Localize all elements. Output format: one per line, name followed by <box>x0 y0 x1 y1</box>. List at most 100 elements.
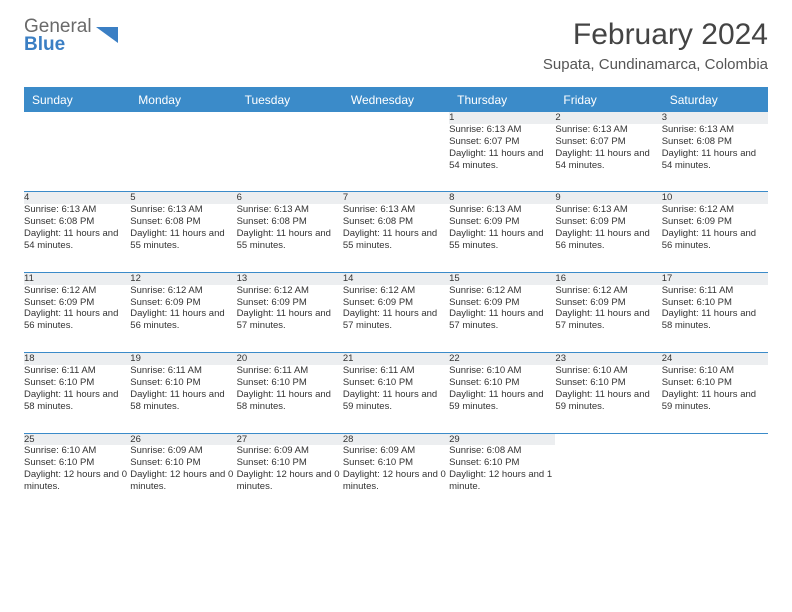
sunrise-text: Sunrise: 6:11 AM <box>130 365 236 377</box>
day-number-cell: 26 <box>130 433 236 445</box>
day-number-cell: 22 <box>449 353 555 365</box>
sunset-text: Sunset: 6:10 PM <box>449 457 555 469</box>
daylight-text: Daylight: 11 hours and 58 minutes. <box>237 389 343 413</box>
brand-line2: Blue <box>24 36 92 54</box>
day-number-cell <box>237 112 343 124</box>
daylight-text: Daylight: 11 hours and 58 minutes. <box>662 308 768 332</box>
day-content-cell: Sunrise: 6:12 AMSunset: 6:09 PMDaylight:… <box>555 285 661 353</box>
day-number-cell: 11 <box>24 272 130 284</box>
daylight-text: Daylight: 11 hours and 55 minutes. <box>343 228 449 252</box>
sunrise-text: Sunrise: 6:12 AM <box>237 285 343 297</box>
sunset-text: Sunset: 6:09 PM <box>449 216 555 228</box>
sunset-text: Sunset: 6:08 PM <box>130 216 236 228</box>
sunrise-text: Sunrise: 6:10 AM <box>449 365 555 377</box>
sunset-text: Sunset: 6:09 PM <box>555 216 661 228</box>
brand-logo: General Blue <box>24 18 120 54</box>
daylight-text: Daylight: 11 hours and 57 minutes. <box>555 308 661 332</box>
sunset-text: Sunset: 6:09 PM <box>662 216 768 228</box>
sunrise-text: Sunrise: 6:10 AM <box>662 365 768 377</box>
sunrise-text: Sunrise: 6:11 AM <box>24 365 130 377</box>
weekday-header: Friday <box>555 88 661 112</box>
day-number-cell: 5 <box>130 192 236 204</box>
day-content-cell: Sunrise: 6:13 AMSunset: 6:08 PMDaylight:… <box>237 204 343 272</box>
sunrise-text: Sunrise: 6:12 AM <box>24 285 130 297</box>
weekday-header: Thursday <box>449 88 555 112</box>
day-content-cell: Sunrise: 6:11 AMSunset: 6:10 PMDaylight:… <box>237 365 343 433</box>
sunset-text: Sunset: 6:10 PM <box>555 377 661 389</box>
daylight-text: Daylight: 11 hours and 54 minutes. <box>662 148 768 172</box>
day-number-cell: 12 <box>130 272 236 284</box>
sunrise-text: Sunrise: 6:13 AM <box>449 204 555 216</box>
day-number-cell: 9 <box>555 192 661 204</box>
daylight-text: Daylight: 11 hours and 56 minutes. <box>24 308 130 332</box>
sunrise-text: Sunrise: 6:08 AM <box>449 445 555 457</box>
sunset-text: Sunset: 6:10 PM <box>24 377 130 389</box>
sunset-text: Sunset: 6:08 PM <box>237 216 343 228</box>
sunrise-text: Sunrise: 6:12 AM <box>662 204 768 216</box>
day-content-cell: Sunrise: 6:11 AMSunset: 6:10 PMDaylight:… <box>130 365 236 433</box>
daylight-text: Daylight: 12 hours and 0 minutes. <box>130 469 236 493</box>
month-title: February 2024 <box>543 18 768 52</box>
sunset-text: Sunset: 6:10 PM <box>662 297 768 309</box>
content-row: Sunrise: 6:13 AMSunset: 6:08 PMDaylight:… <box>24 204 768 272</box>
content-row: Sunrise: 6:13 AMSunset: 6:07 PMDaylight:… <box>24 124 768 192</box>
day-content-cell: Sunrise: 6:10 AMSunset: 6:10 PMDaylight:… <box>24 445 130 513</box>
daynum-row: 123 <box>24 112 768 124</box>
weekday-header-row: Sunday Monday Tuesday Wednesday Thursday… <box>24 88 768 112</box>
sunrise-text: Sunrise: 6:13 AM <box>343 204 449 216</box>
day-number-cell: 2 <box>555 112 661 124</box>
day-content-cell: Sunrise: 6:12 AMSunset: 6:09 PMDaylight:… <box>343 285 449 353</box>
day-number-cell: 16 <box>555 272 661 284</box>
content-row: Sunrise: 6:10 AMSunset: 6:10 PMDaylight:… <box>24 445 768 513</box>
day-number-cell: 10 <box>662 192 768 204</box>
sunrise-text: Sunrise: 6:11 AM <box>343 365 449 377</box>
day-number-cell: 6 <box>237 192 343 204</box>
day-number-cell <box>555 433 661 445</box>
daylight-text: Daylight: 11 hours and 56 minutes. <box>555 228 661 252</box>
day-content-cell <box>555 445 661 513</box>
day-number-cell: 8 <box>449 192 555 204</box>
daylight-text: Daylight: 12 hours and 0 minutes. <box>24 469 130 493</box>
sunset-text: Sunset: 6:10 PM <box>237 377 343 389</box>
day-number-cell: 21 <box>343 353 449 365</box>
day-content-cell: Sunrise: 6:12 AMSunset: 6:09 PMDaylight:… <box>130 285 236 353</box>
daynum-row: 18192021222324 <box>24 353 768 365</box>
sunrise-text: Sunrise: 6:13 AM <box>449 124 555 136</box>
daylight-text: Daylight: 11 hours and 57 minutes. <box>237 308 343 332</box>
sunset-text: Sunset: 6:09 PM <box>24 297 130 309</box>
sunrise-text: Sunrise: 6:13 AM <box>555 204 661 216</box>
weekday-header: Wednesday <box>343 88 449 112</box>
daynum-row: 2526272829 <box>24 433 768 445</box>
day-content-cell: Sunrise: 6:09 AMSunset: 6:10 PMDaylight:… <box>343 445 449 513</box>
day-number-cell: 28 <box>343 433 449 445</box>
sunset-text: Sunset: 6:09 PM <box>343 297 449 309</box>
day-number-cell: 19 <box>130 353 236 365</box>
daylight-text: Daylight: 12 hours and 0 minutes. <box>237 469 343 493</box>
day-content-cell: Sunrise: 6:13 AMSunset: 6:09 PMDaylight:… <box>449 204 555 272</box>
day-content-cell: Sunrise: 6:13 AMSunset: 6:07 PMDaylight:… <box>449 124 555 192</box>
sunset-text: Sunset: 6:08 PM <box>24 216 130 228</box>
sunset-text: Sunset: 6:10 PM <box>237 457 343 469</box>
sunrise-text: Sunrise: 6:13 AM <box>24 204 130 216</box>
day-number-cell <box>662 433 768 445</box>
content-row: Sunrise: 6:12 AMSunset: 6:09 PMDaylight:… <box>24 285 768 353</box>
sunset-text: Sunset: 6:09 PM <box>130 297 236 309</box>
day-content-cell: Sunrise: 6:11 AMSunset: 6:10 PMDaylight:… <box>24 365 130 433</box>
day-content-cell: Sunrise: 6:10 AMSunset: 6:10 PMDaylight:… <box>662 365 768 433</box>
day-content-cell: Sunrise: 6:12 AMSunset: 6:09 PMDaylight:… <box>662 204 768 272</box>
daylight-text: Daylight: 11 hours and 59 minutes. <box>343 389 449 413</box>
day-number-cell: 15 <box>449 272 555 284</box>
day-number-cell: 3 <box>662 112 768 124</box>
daylight-text: Daylight: 11 hours and 55 minutes. <box>237 228 343 252</box>
daynum-row: 11121314151617 <box>24 272 768 284</box>
sunset-text: Sunset: 6:09 PM <box>449 297 555 309</box>
day-number-cell: 17 <box>662 272 768 284</box>
daylight-text: Daylight: 11 hours and 54 minutes. <box>24 228 130 252</box>
day-number-cell: 20 <box>237 353 343 365</box>
sunset-text: Sunset: 6:10 PM <box>449 377 555 389</box>
daylight-text: Daylight: 11 hours and 56 minutes. <box>662 228 768 252</box>
day-content-cell: Sunrise: 6:09 AMSunset: 6:10 PMDaylight:… <box>237 445 343 513</box>
day-number-cell <box>130 112 236 124</box>
daylight-text: Daylight: 11 hours and 59 minutes. <box>555 389 661 413</box>
day-number-cell: 14 <box>343 272 449 284</box>
